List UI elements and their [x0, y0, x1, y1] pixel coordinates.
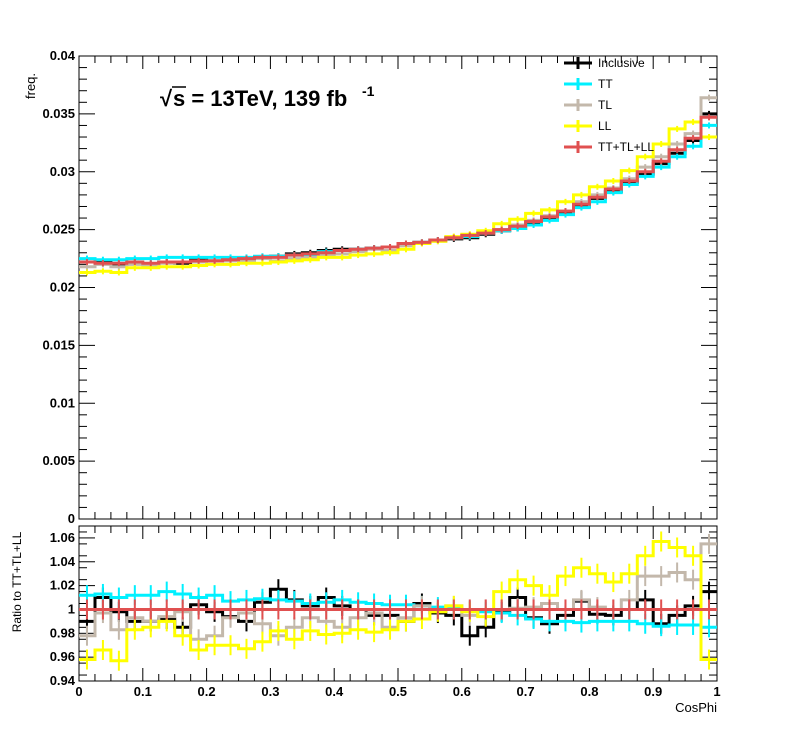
ratio-y-tick-label: 1.06: [50, 530, 75, 545]
ratio-y-tick-label: 1: [68, 601, 75, 616]
legend-label: TT: [598, 77, 613, 91]
legend-label: Inclusive: [598, 56, 645, 70]
main-y-tick-label: 0.02: [50, 280, 75, 295]
main-y-tick-label: 0.01: [50, 395, 75, 410]
ratio-series-group: [79, 531, 717, 671]
ratio-x-tick-label: 0.6: [453, 684, 471, 699]
legend-item-tt: TT: [564, 77, 613, 91]
ratio-x-tick-label: 1: [713, 684, 720, 699]
main-y-tick-label: 0.015: [42, 337, 75, 352]
main-panel: 0 0.005 0.01 0.015 0.02 0.025 0.03 0.035 0.04 fr…: [23, 48, 718, 526]
energy-superscript: -1: [362, 83, 375, 99]
main-axis-ticks: [78, 55, 718, 520]
main-y-tick-label: 0: [68, 511, 75, 526]
ratio-y-tick-label: 1.02: [50, 578, 75, 593]
ratio-line-tt: [79, 590, 717, 629]
x-axis-title: CosPhi: [675, 700, 717, 715]
ratio-y-tick-label: 0.98: [50, 625, 75, 640]
main-plot-frame: [78, 55, 718, 520]
legend-item-inclusive: Inclusive: [564, 56, 645, 70]
ratio-x-tick-labels: 0 0.1 0.2 0.3 0.4 0.5 0.6 0.7 0.8 0.9 1: [75, 684, 720, 699]
ratio-x-tick-label: 0.2: [198, 684, 216, 699]
legend-item-ll: LL: [564, 119, 612, 133]
ratio-y-axis-title: Ratio to TT+TL+LL: [10, 531, 24, 632]
legend-item-tl: TL: [564, 98, 612, 112]
ratio-x-tick-label: 0.5: [389, 684, 407, 699]
legend: Inclusive TT TL LL TT+TL+LL: [564, 56, 654, 154]
main-y-axis-title: freq.: [23, 73, 38, 99]
main-line-tt-tl-ll: [79, 115, 717, 265]
ratio-line-ll: [79, 540, 717, 663]
main-series-tt-tl-ll: [79, 114, 717, 267]
main-y-tick-label: 0.035: [42, 106, 75, 121]
main-series-group: [79, 94, 717, 276]
ratio-x-tick-label: 0.7: [517, 684, 535, 699]
ratio-x-tick-label: 0.9: [644, 684, 662, 699]
ratio-series-ll: [79, 531, 717, 671]
energy-annotation: √ s = 13TeV, 139 fb -1: [160, 83, 375, 111]
legend-label: TL: [598, 98, 612, 112]
legend-label: LL: [598, 119, 612, 133]
main-y-tick-label: 0.005: [42, 453, 75, 468]
ratio-y-tick-label: 0.96: [50, 649, 75, 664]
energy-sqrt-symbol: √: [160, 86, 173, 111]
ratio-series-tt-tl-ll: [79, 599, 717, 620]
ratio-x-tick-label: 0.1: [134, 684, 152, 699]
energy-text: s = 13TeV, 139 fb: [173, 86, 347, 111]
ratio-x-tick-label: 0.4: [325, 684, 344, 699]
ratio-x-tick-label: 0: [75, 684, 82, 699]
ratio-y-tick-labels: 0.94 0.96 0.98 1 1.02 1.04 1.06: [50, 530, 76, 688]
main-y-tick-label: 0.03: [50, 164, 75, 179]
main-y-tick-labels: 0 0.005 0.01 0.015 0.02 0.025 0.03 0.035 0.04: [42, 48, 75, 526]
main-y-tick-label: 0.025: [42, 222, 75, 237]
ratio-x-tick-label: 0.8: [580, 684, 598, 699]
legend-label: TT+TL+LL: [598, 140, 654, 154]
main-y-tick-label: 0.04: [50, 48, 76, 63]
ratio-y-tick-label: 1.04: [50, 554, 76, 569]
ratio-y-tick-label: 0.94: [50, 673, 76, 688]
ratio-x-tick-label: 0.3: [261, 684, 279, 699]
legend-item-tt-tl-ll: TT+TL+LL: [564, 140, 654, 154]
